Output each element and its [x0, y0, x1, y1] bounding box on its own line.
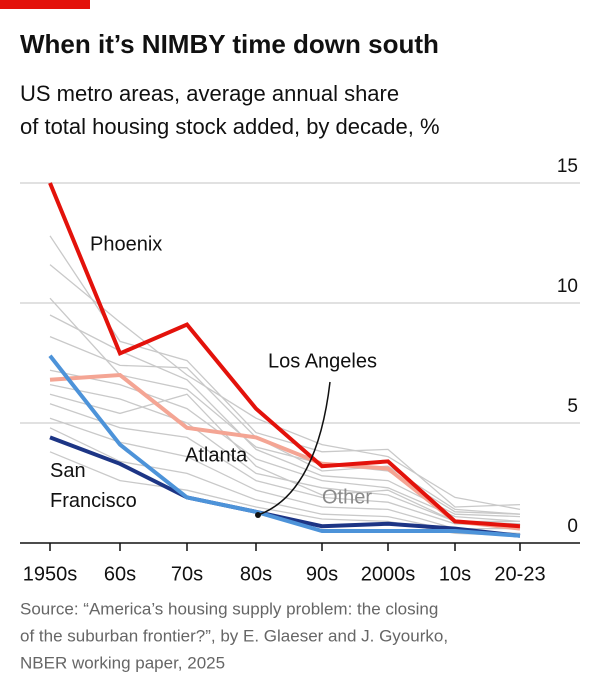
subtitle: of total housing stock added, by decade,…: [20, 114, 440, 139]
x-tick-label: 10s: [439, 563, 471, 585]
series-line: [48, 182, 521, 529]
y-tick-label: 5: [567, 396, 578, 417]
series-line: [48, 354, 521, 538]
series-label-line: San: [50, 460, 86, 482]
annotation-pointer: [257, 381, 331, 516]
series-label: San Francisco: [50, 460, 137, 512]
y-tick-label: 15: [557, 156, 578, 177]
x-tick-label: 2000s: [361, 563, 416, 585]
other-line: [49, 403, 521, 527]
series-label: Atlanta: [185, 444, 248, 466]
x-tick-label: 90s: [306, 563, 338, 585]
annotation-dot: [255, 512, 261, 518]
y-tick-label: 0: [567, 516, 578, 537]
x-tick-label: 60s: [104, 563, 136, 585]
series-label: Phoenix: [90, 233, 162, 255]
chart-title: When it’s NIMBY time down south: [20, 29, 439, 59]
other-line: [49, 417, 520, 530]
other-line: [49, 264, 521, 511]
series-label: Los Angeles: [268, 350, 377, 372]
source: of the suburban frontier?”, by E. Glaese…: [20, 626, 448, 645]
other-line: [49, 335, 521, 515]
other-line: [49, 235, 521, 508]
y-tick-label: 10: [557, 276, 578, 297]
source: Source: “America’s housing supply proble…: [20, 599, 438, 618]
other-line: [49, 383, 520, 523]
series-label-line: Francisco: [50, 490, 137, 512]
brand-bar: [0, 0, 90, 9]
subtitle: US metro areas, average annual share: [20, 81, 399, 106]
series-label: Other: [322, 486, 372, 508]
x-tick-label: 70s: [171, 563, 203, 585]
x-tick-label: 20-23: [494, 563, 545, 585]
source: NBER working paper, 2025: [20, 653, 225, 672]
x-tick-label: 1950s: [23, 563, 78, 585]
other-line: [49, 314, 521, 518]
x-tick-label: 80s: [240, 563, 272, 585]
other-line: [49, 297, 521, 515]
series-line: [49, 435, 521, 538]
